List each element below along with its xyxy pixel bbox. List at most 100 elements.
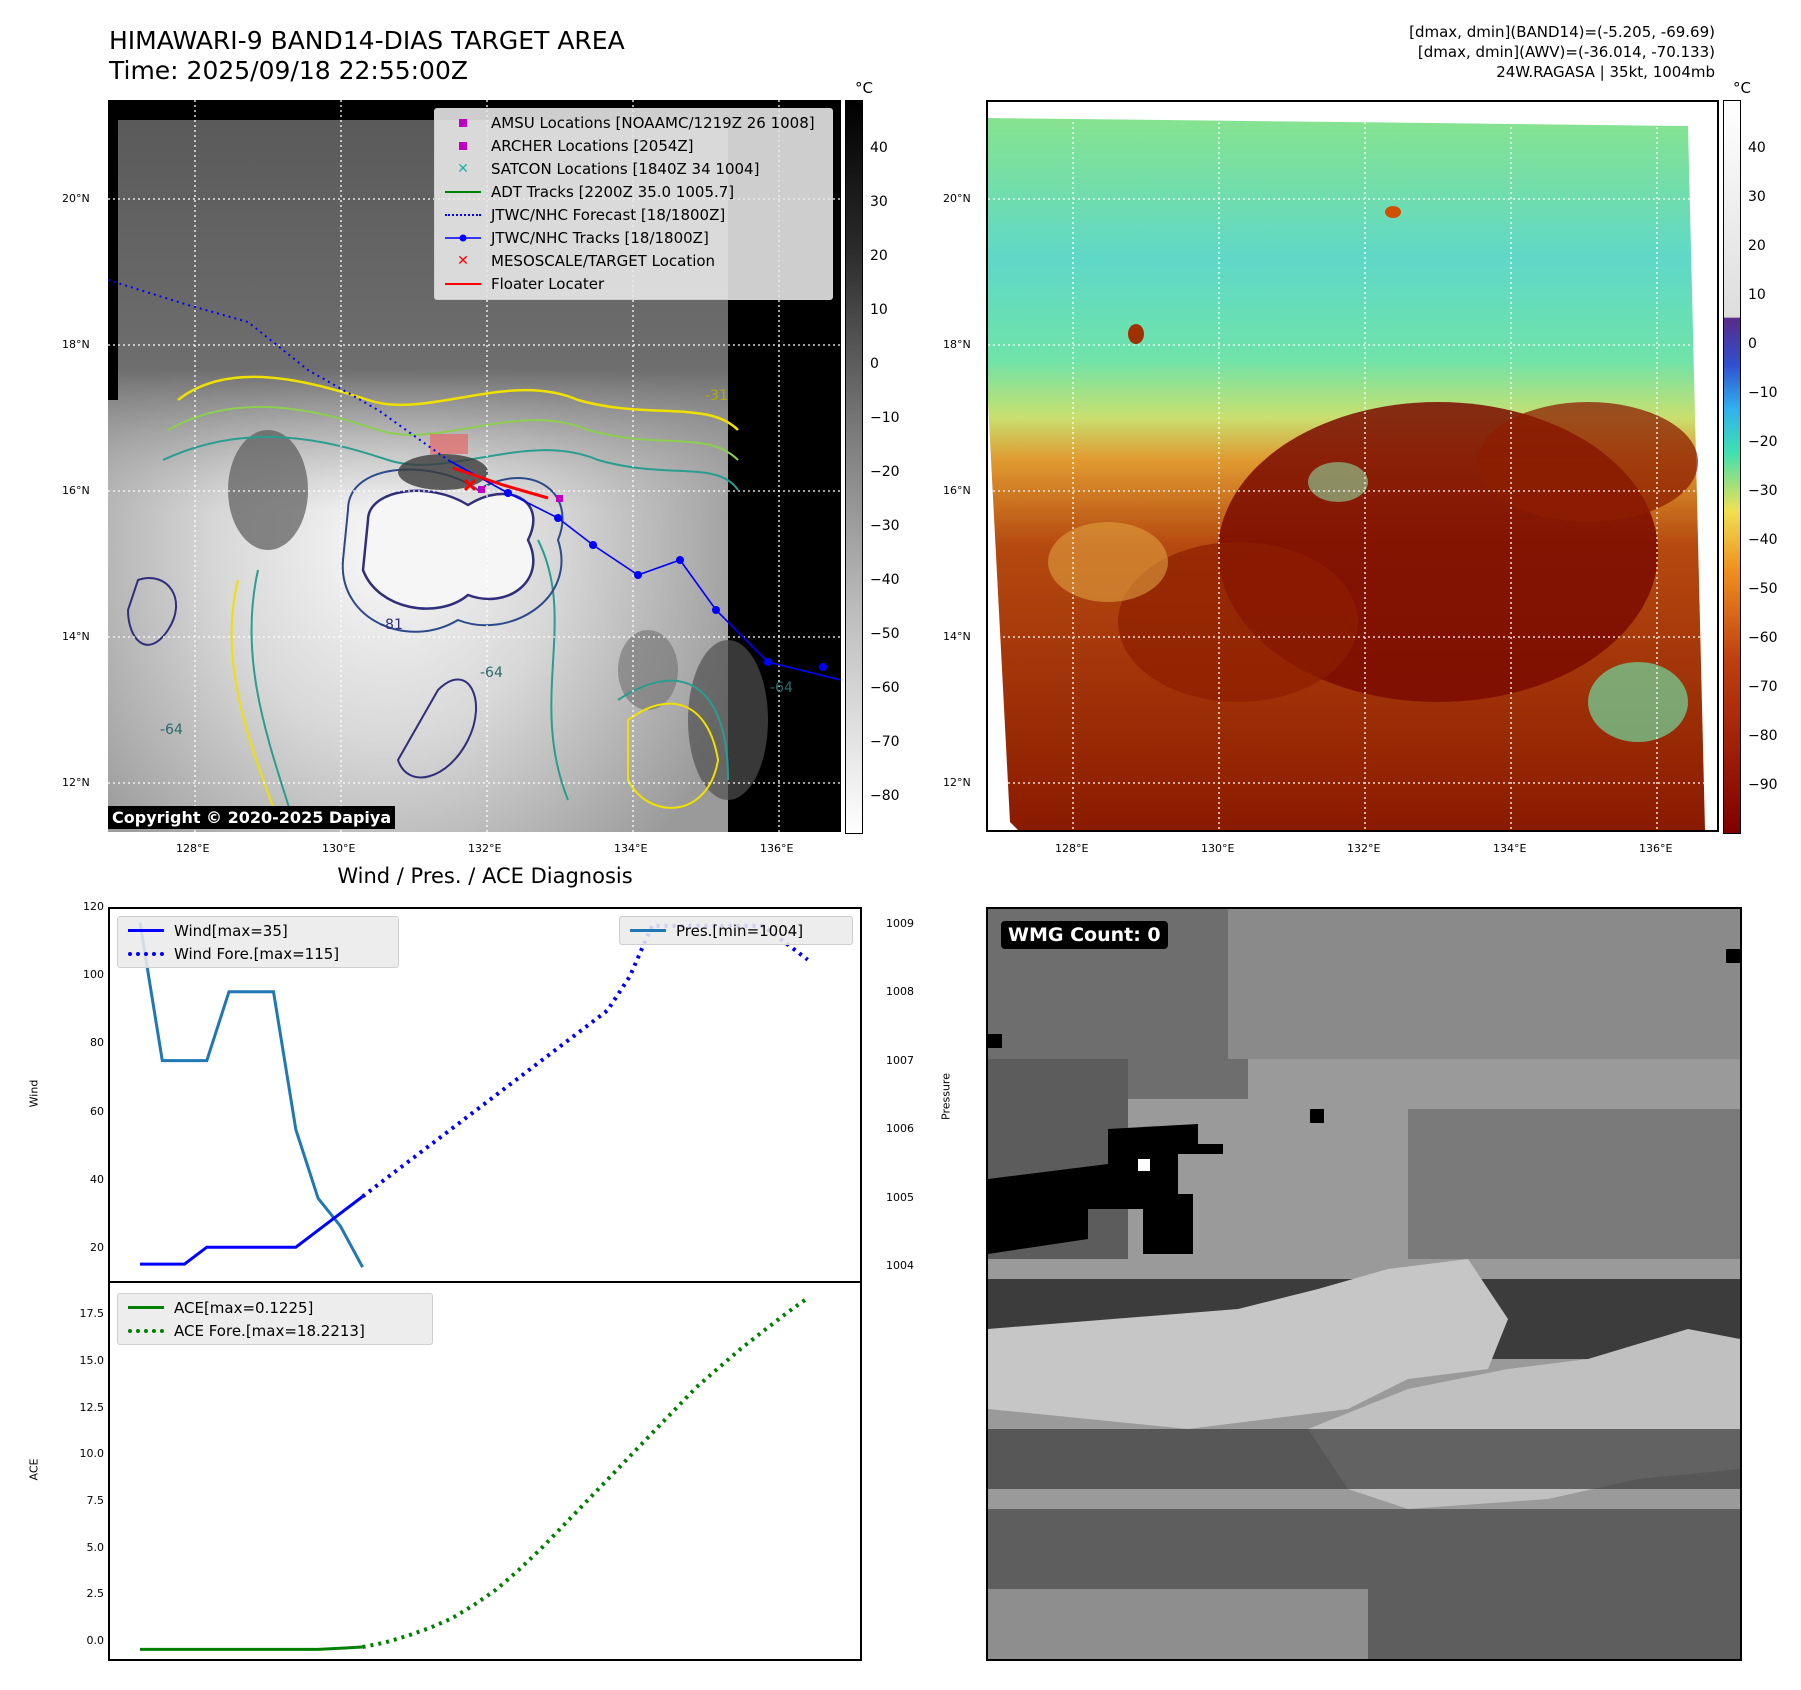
cbar-tick: −20: [1748, 434, 1778, 450]
lat-label: 16°N: [943, 484, 971, 497]
contour-label-64c: -64: [770, 680, 793, 696]
dotted-line-icon: [128, 951, 164, 956]
cbar-tick: −50: [1748, 581, 1778, 597]
legend-item-archer: ARCHER Locations [2054Z]: [435, 134, 832, 157]
legend-item-adt: ADT Tracks [2200Z 35.0 1005.7]: [435, 180, 832, 203]
ace-plot: [140, 1296, 809, 1651]
lon-label: 130°E: [322, 842, 356, 855]
lon-label: 136°E: [1639, 842, 1673, 855]
legend-label: JTWC/NHC Tracks [18/1800Z]: [491, 228, 709, 247]
floater-locater-line: [452, 466, 549, 500]
lon-label: 132°E: [468, 842, 502, 855]
cbar-tick: 40: [1748, 140, 1766, 156]
wind-forecast-line: [361, 923, 809, 1199]
ace-yticks: 17.5 15.0 12.5 10.0 7.5 5.0 2.5 0.0: [40, 1281, 105, 1661]
lat-label: 20°N: [943, 192, 971, 205]
dotted-line-icon: [445, 213, 481, 216]
cbar-tick: 0: [870, 356, 879, 372]
awv-map: [986, 100, 1719, 832]
contour-label-81: -81: [380, 617, 403, 633]
legend-item-wind-forecast: Wind Fore.[max=115]: [118, 942, 398, 965]
legend-item-jtwc-tracks: JTWC/NHC Tracks [18/1800Z]: [435, 226, 832, 249]
cbar-tick: −80: [1748, 728, 1778, 744]
dotted-line-icon: [128, 1328, 164, 1333]
legend-label: Pres.[min=1004]: [676, 921, 804, 940]
cbar-tick: 20: [870, 248, 888, 264]
line-icon: [445, 282, 481, 285]
cbar-tick: −30: [870, 518, 900, 534]
cbar-tick: −80: [870, 788, 900, 804]
contour-label-64b: -64: [480, 665, 503, 681]
lat-label: 18°N: [943, 338, 971, 351]
pressure-tick: 1009: [886, 917, 914, 930]
ace-tick: 0.0: [86, 1634, 105, 1647]
wmg-image-graphic: [988, 909, 1740, 1659]
line-icon: [128, 1306, 164, 1309]
copyright-label: Copyright © 2020-2025 Dapiya: [108, 806, 396, 829]
cbar-tick: −70: [870, 734, 900, 750]
line-icon: [445, 190, 481, 193]
cbar1: [845, 100, 863, 834]
legend-label: ACE[max=0.1225]: [174, 1298, 314, 1317]
pressure-tick: 1004: [886, 1259, 914, 1272]
ace-line: [140, 1645, 363, 1651]
legend-item-satcon: ✕ SATCON Locations [1840Z 34 1004]: [435, 157, 832, 180]
ace-tick: 10.0: [79, 1447, 105, 1460]
wind-tick: 100: [83, 968, 104, 981]
ace-ylabel: ACE: [27, 1458, 41, 1481]
panel1-title-line2: Time: 2025/09/18 22:55:00Z: [109, 56, 468, 85]
lat-label: 12°N: [943, 776, 971, 789]
lon-label: 132°E: [1347, 842, 1381, 855]
legend-label: MESOSCALE/TARGET Location: [491, 251, 716, 270]
lon-label: 128°E: [1055, 842, 1089, 855]
lon-label: 136°E: [760, 842, 794, 855]
legend-item-pressure: Pres.[min=1004]: [620, 919, 852, 942]
legend-item-ace: ACE[max=0.1225]: [118, 1296, 432, 1319]
line-icon: [630, 929, 666, 932]
lon-label: 128°E: [176, 842, 210, 855]
lon-label: 134°E: [614, 842, 648, 855]
wind-tick: 60: [90, 1105, 104, 1118]
ace-tick: 12.5: [79, 1401, 105, 1414]
pressure-tick: 1006: [886, 1122, 914, 1135]
wind-tick: 20: [90, 1241, 104, 1254]
panel3-title: Wind / Pres. / ACE Diagnosis: [337, 864, 633, 888]
square-icon: [459, 141, 467, 150]
amsu-location-marker: [556, 495, 563, 502]
legend-label: JTWC/NHC Forecast [18/1800Z]: [491, 205, 726, 224]
wind-legend: Wind[max=35] Wind Fore.[max=115]: [117, 916, 399, 968]
legend-label: Wind Fore.[max=115]: [174, 944, 340, 963]
ace-axes: [108, 1281, 862, 1661]
lon-label: 130°E: [1201, 842, 1235, 855]
lat-label: 14°N: [943, 630, 971, 643]
cbar-tick: −70: [1748, 679, 1778, 695]
panel2-header-line1: [dmax, dmin](BAND14)=(-5.205, -69.69): [1409, 23, 1715, 41]
cbar-tick: −10: [870, 410, 900, 426]
legend-item-amsu: AMSU Locations [NOAAMC/1219Z 26 1008]: [435, 111, 832, 134]
cbar-tick: 10: [870, 302, 888, 318]
wind-ylabel: Wind: [27, 1079, 41, 1108]
cbar-tick: −40: [870, 572, 900, 588]
wmg-count-badge: WMG Count: 0: [1001, 921, 1168, 949]
wind-tick: 120: [83, 900, 104, 913]
line-dot-icon: [445, 234, 481, 241]
wind-pressure-plot: [138, 922, 809, 1268]
cbar-tick: 0: [1748, 336, 1757, 352]
ace-forecast-line: [362, 1296, 809, 1649]
ace-legend: ACE[max=0.1225] ACE Fore.[max=18.2213]: [117, 1293, 433, 1345]
awv-map-image: [988, 102, 1717, 830]
cbar-tick: −50: [870, 626, 900, 642]
wind-tick: 80: [90, 1036, 104, 1049]
cbar-tick: 30: [1748, 189, 1766, 205]
ace-tick: 15.0: [79, 1354, 105, 1367]
pressure-tick: 1005: [886, 1191, 914, 1204]
archer-location-marker: [478, 486, 485, 493]
cbar2-unit: °C: [1733, 79, 1751, 97]
square-icon: [459, 118, 467, 127]
lon-label: 134°E: [1493, 842, 1527, 855]
legend-label: Floater Locater: [491, 274, 605, 293]
target-location-marker: [463, 478, 477, 492]
x-icon: ✕: [457, 160, 469, 177]
cbar-tick: −20: [870, 464, 900, 480]
pressure-tick: 1007: [886, 1054, 914, 1067]
